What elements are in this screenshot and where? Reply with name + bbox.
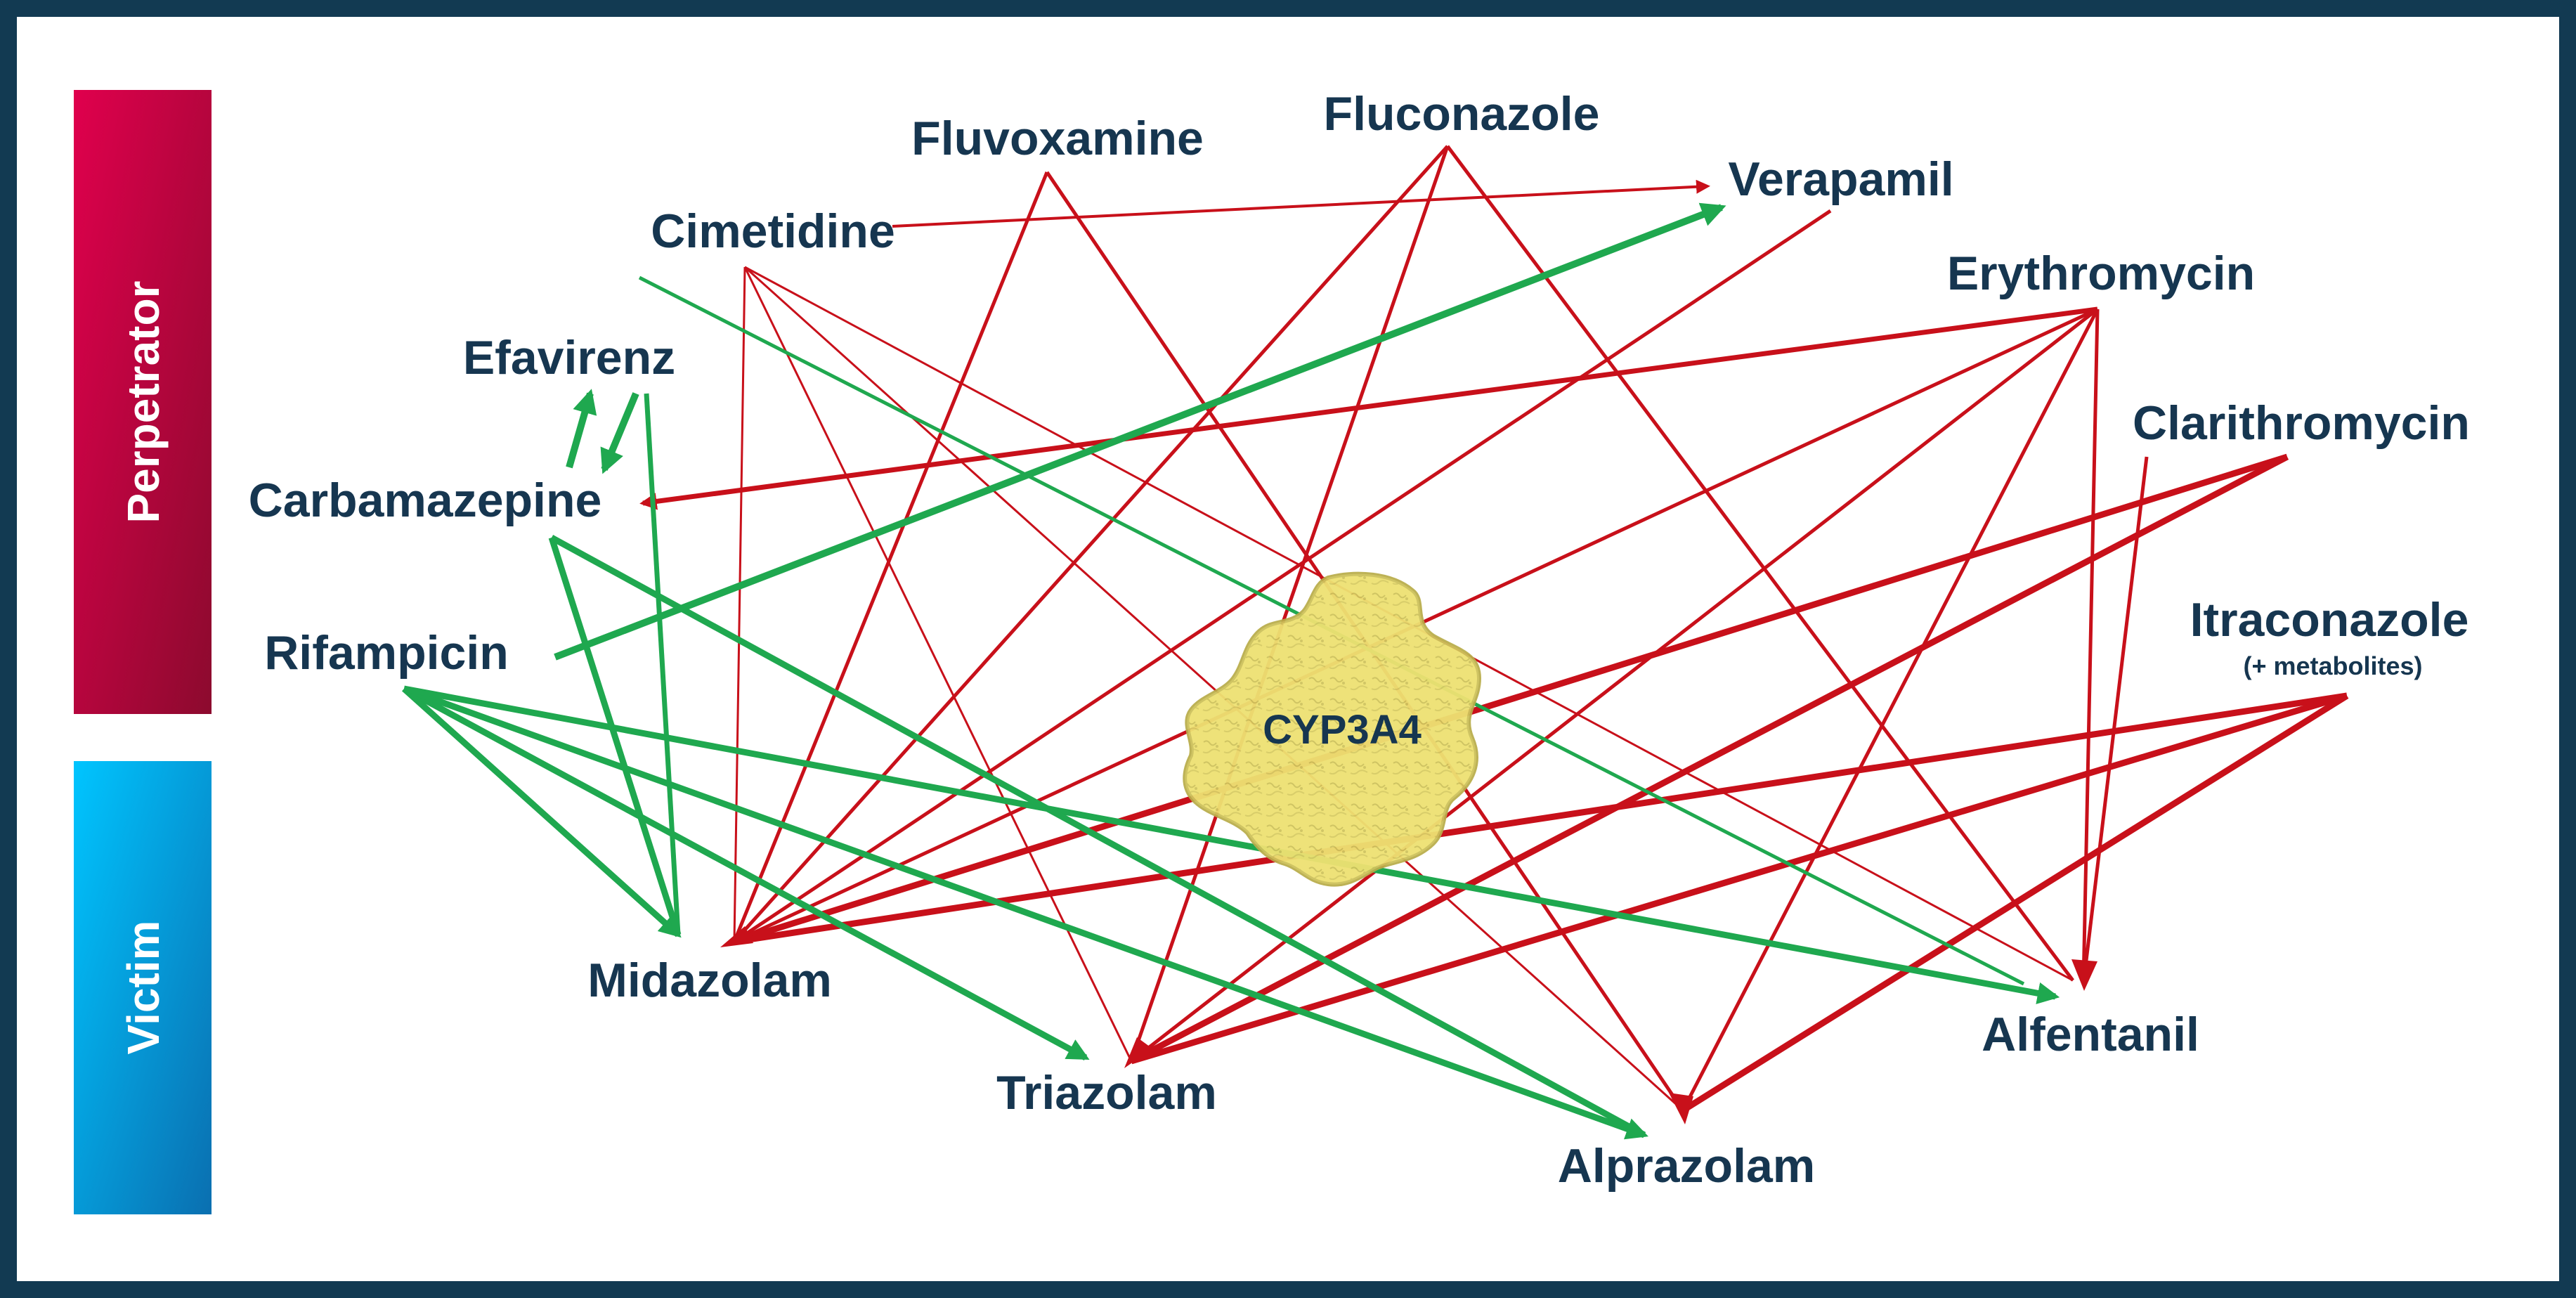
node-verapamil: Verapamil	[1728, 152, 1953, 206]
node-alfentanil: Alfentanil	[1982, 1008, 2199, 1061]
cyp3a4-label: CYP3A4	[1263, 707, 1422, 753]
arrow-rifampicin-verapamil	[554, 202, 1726, 661]
arrow-erythromycin-alfentanil	[2081, 309, 2100, 985]
node-itraconazole-note: (+ metabolites)	[2243, 651, 2422, 680]
arrow-fluconazole-triazolam	[1129, 145, 1450, 1062]
arrow-rifampicin-triazolam	[402, 686, 1090, 1060]
node-rifampicin: Rifampicin	[264, 626, 509, 680]
node-efavirenz: Efavirenz	[463, 331, 675, 384]
node-fluconazole: Fluconazole	[1324, 87, 1600, 141]
victim-label: Victim	[118, 921, 169, 1055]
arrowhead-alfentanil	[2071, 959, 2097, 991]
arrow-verapamil-midazolam	[733, 209, 1832, 944]
victim-bar: Victim	[74, 761, 212, 1214]
arrow-carbamazepine-alprazolam	[549, 535, 1646, 1138]
arrow-itraconazole-alprazolam	[1681, 693, 2349, 1113]
arrow-clarithromycin-midazolam	[733, 453, 2289, 945]
perpetrator-bar: Perpetrator	[74, 90, 212, 714]
node-fluvoxamine: Fluvoxamine	[911, 112, 1204, 165]
arrow-erythromycin-carbamazepine	[639, 306, 2098, 510]
arrow-carbamazepine-efavirenz	[566, 389, 597, 469]
node-clarithromycin: Clarithromycin	[2133, 396, 2470, 450]
node-carbamazepine: Carbamazepine	[249, 474, 602, 527]
arrowhead-midazolam	[720, 926, 753, 947]
protein-structure-icon	[1183, 571, 1482, 887]
arrow-cimetidine-midazolam	[733, 266, 746, 942]
arrowhead-triazolam	[1124, 1037, 1152, 1068]
node-cimetidine: Cimetidine	[651, 205, 895, 258]
arrow-itraconazole-triazolam	[1130, 692, 2348, 1065]
node-midazolam: Midazolam	[587, 954, 832, 1007]
arrow-fluconazole-alfentanil	[1445, 145, 2075, 982]
arrow-carbamazepine-midazolam	[548, 536, 682, 936]
node-alprazolam: Alprazolam	[1558, 1139, 1816, 1193]
arrow-itraconazole-midazolam	[734, 692, 2348, 945]
perpetrator-label: Perpetrator	[118, 281, 169, 524]
arrow-clarithromycin-alfentanil	[2081, 456, 2149, 985]
node-triazolam: Triazolam	[996, 1066, 1217, 1119]
arrow-efavirenz-carbamazepine	[600, 392, 639, 474]
node-erythromycin: Erythromycin	[1947, 247, 2255, 300]
arrow-rifampicin-alfentanil	[403, 685, 2060, 1004]
node-itraconazole: Itraconazole	[2190, 593, 2469, 647]
arrow-rifampicin-alprazolam	[403, 685, 1648, 1140]
arrow-fluconazole-midazolam	[733, 145, 1449, 943]
arrow-cimetidine-alprazolam	[743, 266, 1684, 1112]
arrow-erythromycin-alprazolam	[1681, 308, 2100, 1112]
arrow-efavirenz-midazolam	[644, 393, 681, 935]
arrowhead-alprazolam	[1669, 1093, 1693, 1124]
arrow-erythromycin-triazolam	[1130, 308, 2099, 1063]
arrow-fluvoxamine-midazolam	[732, 171, 1049, 942]
arrow-rifampicin-midazolam	[401, 686, 682, 938]
